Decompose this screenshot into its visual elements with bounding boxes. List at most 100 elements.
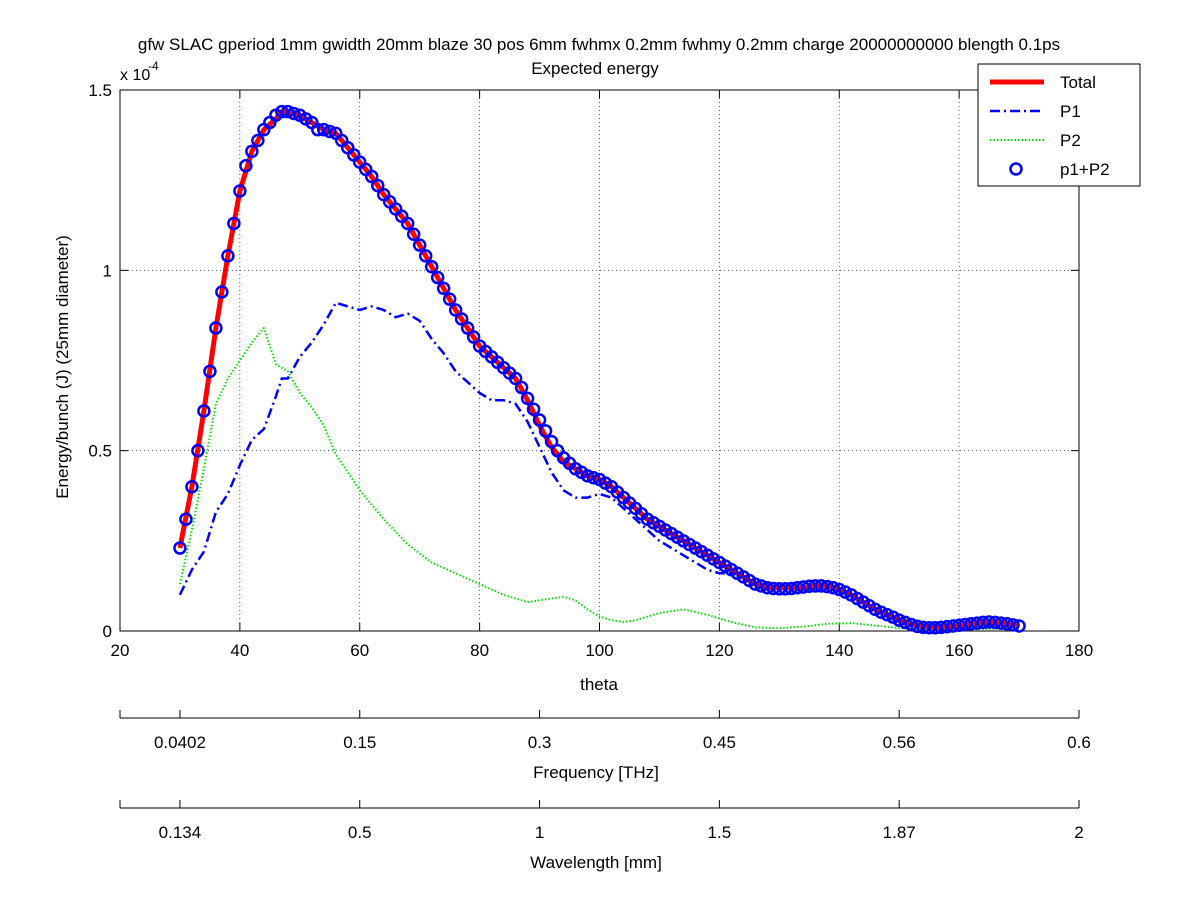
data-point	[197, 404, 211, 418]
data-point	[418, 249, 433, 263]
data-point	[430, 270, 445, 285]
x-tick-label: 120	[705, 641, 733, 660]
data-point	[191, 443, 205, 458]
legend-entry: P1	[990, 102, 1081, 121]
y-tick-label: 1	[103, 261, 112, 280]
secondary-tick-label: 2	[1074, 823, 1083, 842]
legend-label: p1+P2	[1060, 160, 1110, 179]
legend-label: P2	[1060, 131, 1081, 150]
secondary-tick-label: 0.6	[1067, 733, 1091, 752]
data-point	[454, 312, 469, 326]
secondary-axis-1: 0.0402 0.15 0.3 0.45 0.56 0.6 Frequency [THz]	[119, 710, 1091, 782]
x-tick-label: 80	[470, 641, 489, 660]
data-point	[586, 470, 601, 485]
plot-area: 20 40 60 80 100 120 140 160 180 0 0.5 1 1.5	[88, 81, 1093, 660]
secondary-tick-label: 0.0402	[154, 733, 206, 752]
data-point	[508, 371, 523, 386]
data-point	[520, 391, 535, 406]
x-tick-label: 40	[230, 641, 249, 660]
x-axis-label: theta	[580, 675, 618, 694]
y-axis-label: Energy/bunch (J) (25mm diameter)	[53, 235, 72, 499]
y-multiplier: x 10 -4	[120, 59, 159, 84]
y-multiplier-exponent: -4	[148, 59, 159, 73]
data-point	[185, 479, 199, 494]
data-point	[221, 249, 235, 263]
legend: Total P1 P2 p1+P2	[977, 63, 1141, 187]
secondary-axis-label: Frequency [THz]	[533, 763, 659, 782]
data-point	[227, 216, 241, 231]
data-point	[370, 178, 385, 193]
data-point	[532, 413, 547, 427]
x-tick-label: 160	[945, 641, 973, 660]
data-point	[442, 292, 457, 306]
data-point	[436, 281, 451, 296]
data-point	[400, 216, 415, 231]
data-point	[239, 158, 253, 173]
data-point	[317, 122, 331, 137]
x-tick-label: 180	[1065, 641, 1093, 660]
data-point	[448, 303, 463, 317]
data-point	[209, 321, 223, 335]
data-point	[544, 434, 559, 449]
chart-title: gfw SLAC gperiod 1mm gwidth 20mm blaze 3…	[138, 35, 1060, 54]
data-point	[364, 169, 379, 184]
data-point	[251, 133, 265, 148]
secondary-tick-label: 0.45	[703, 733, 736, 752]
data-point	[203, 364, 217, 379]
series-line	[178, 301, 732, 596]
legend-label: P1	[1060, 102, 1081, 121]
y-tick-label: 0.5	[88, 442, 112, 461]
data-point	[323, 124, 337, 139]
y-multiplier-base: x 10	[120, 67, 150, 84]
data-point	[460, 321, 475, 335]
x-tick-label: 60	[350, 641, 369, 660]
y-tick-label: 1.5	[88, 81, 112, 100]
series-p1-p2	[173, 104, 1026, 635]
secondary-tick-label: 0.5	[348, 823, 372, 842]
secondary-axis-2: 0.134 0.5 1 1.5 1.87 2 Wavelength [mm]	[119, 800, 1084, 872]
secondary-tick-label: 1.87	[883, 823, 916, 842]
legend-entry: p1+P2	[1009, 160, 1110, 179]
data-point	[406, 227, 421, 242]
chart-subtitle: Expected energy	[531, 59, 659, 78]
data-point	[580, 469, 595, 483]
data-point	[820, 579, 835, 594]
data-point	[754, 579, 769, 593]
data-point	[466, 330, 481, 344]
data-point	[179, 512, 193, 526]
data-point	[748, 577, 763, 591]
data-point	[904, 617, 918, 632]
data-point	[898, 615, 912, 630]
data-point	[538, 424, 553, 438]
data-point	[245, 144, 259, 159]
y-tick-label: 0	[103, 622, 112, 641]
data-point	[1000, 617, 1014, 631]
secondary-tick-label: 1.5	[708, 823, 732, 842]
x-tick-label: 140	[825, 641, 853, 660]
data-point	[215, 285, 229, 299]
data-point	[1012, 619, 1026, 633]
data-point	[287, 106, 301, 121]
secondary-tick-label: 1	[535, 823, 544, 842]
secondary-tick-label: 0.134	[159, 823, 202, 842]
secondary-tick-label: 0.56	[883, 733, 916, 752]
x-tick-label: 100	[585, 641, 613, 660]
secondary-tick-label: 0.3	[528, 733, 552, 752]
series-p1	[178, 301, 732, 596]
secondary-axis-label: Wavelength [mm]	[530, 853, 662, 872]
data-point	[526, 402, 541, 416]
legend-entry: P2	[990, 131, 1081, 150]
data-point	[1006, 618, 1020, 632]
legend-label: Total	[1060, 73, 1096, 92]
data-point	[514, 380, 529, 395]
x-tick-label: 20	[111, 641, 130, 660]
legend-entry: Total	[990, 73, 1096, 92]
data-point	[281, 104, 295, 119]
data-point	[424, 259, 439, 274]
data-point	[412, 238, 427, 252]
data-point	[892, 613, 906, 627]
data-point	[826, 580, 841, 595]
secondary-tick-label: 0.15	[343, 733, 376, 752]
